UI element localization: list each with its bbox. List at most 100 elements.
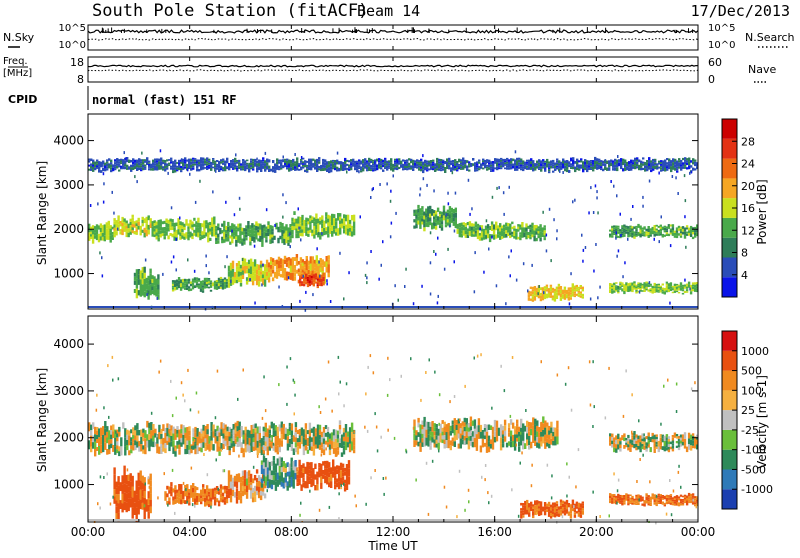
colorbar-tick-label: 8 (741, 247, 748, 260)
heatmap-cell (126, 445, 128, 450)
heatmap-speckle (618, 249, 620, 252)
heatmap-cell (455, 218, 457, 223)
heatmap-cell (692, 287, 694, 289)
heatmap-cell (264, 493, 266, 498)
heatmap-speckle (195, 201, 197, 204)
heatmap-cell (448, 165, 450, 167)
heatmap-speckle (394, 284, 396, 287)
heatmap-cell (315, 445, 317, 449)
heatmap-speckle (312, 293, 314, 296)
heatmap-cell (528, 436, 530, 441)
heatmap-cell (318, 157, 320, 159)
heatmap-speckle (543, 291, 545, 294)
heatmap-cell (307, 234, 309, 237)
heatmap-cell (328, 269, 330, 273)
heatmap-cell (450, 445, 452, 450)
heatmap-cell (544, 233, 546, 236)
noise-left-tick-bottom: 10^0 (59, 40, 86, 51)
heatmap-cell (617, 232, 619, 234)
heatmap-cell (196, 502, 198, 505)
heatmap-cell (635, 228, 637, 230)
heatmap-cell (664, 228, 666, 230)
heatmap-cell (520, 159, 522, 161)
heatmap-cell (194, 432, 196, 438)
heatmap-cell (309, 227, 311, 230)
heatmap-cell (347, 442, 349, 447)
heatmap-cell (645, 287, 647, 289)
heatmap-cell (193, 218, 195, 221)
heatmap-speckle (265, 152, 267, 155)
heatmap-cell (627, 232, 629, 235)
heatmap-cell (656, 229, 658, 231)
heatmap-speckle (134, 175, 136, 178)
heatmap-cell (539, 235, 541, 238)
heatmap-cell (491, 221, 493, 224)
heatmap-cell (226, 499, 228, 503)
heatmap-speckle (430, 293, 432, 296)
heatmap-cell (157, 290, 159, 295)
heatmap-cell (200, 501, 202, 504)
heatmap-cell (264, 279, 266, 287)
heatmap-cell (513, 226, 515, 229)
heatmap-cell (521, 233, 523, 238)
heatmap-speckle (491, 236, 493, 239)
heatmap-cell (268, 166, 270, 169)
heatmap-cell (314, 464, 316, 469)
heatmap-cell (582, 296, 584, 298)
heatmap-cell (654, 159, 656, 161)
heatmap-cell (235, 236, 237, 239)
heatmap-speckle (684, 279, 686, 282)
heatmap-speckle (316, 247, 318, 250)
heatmap-cell (171, 219, 173, 223)
heatmap-cell (285, 428, 287, 434)
heatmap-cell (188, 436, 190, 441)
heatmap-speckle (413, 302, 415, 305)
heatmap-cell (503, 228, 505, 231)
heatmap-cell (639, 449, 641, 452)
heatmap-cell (564, 287, 566, 290)
heatmap-cell (327, 427, 329, 432)
heatmap-cell (684, 432, 686, 435)
heatmap-cell (265, 227, 267, 230)
heatmap-cell (475, 228, 477, 231)
heatmap-speckle (559, 170, 561, 173)
heatmap-cell (475, 231, 477, 234)
heatmap-cell (623, 433, 625, 437)
heatmap-cell (132, 435, 134, 439)
heatmap-speckle (615, 237, 617, 240)
heatmap-cell (504, 425, 506, 431)
heatmap-cell (502, 443, 504, 447)
heatmap-cell (148, 161, 150, 163)
heatmap-speckle (179, 217, 181, 220)
heatmap-cell (232, 261, 234, 269)
heatmap-cell (444, 170, 446, 173)
heatmap-cell (580, 291, 582, 293)
heatmap-cell (398, 158, 400, 160)
heatmap-cell (318, 159, 320, 161)
heatmap-cell (348, 468, 350, 476)
heatmap-speckle (199, 180, 201, 183)
heatmap-cell (692, 446, 694, 449)
heatmap-cell (322, 273, 324, 277)
heatmap-cell (531, 226, 533, 229)
heatmap-cell (296, 254, 298, 258)
heatmap-speckle (485, 235, 487, 238)
heatmap-cell (244, 259, 246, 267)
heatmap-speckle (613, 185, 615, 188)
heatmap-speckle (397, 160, 399, 163)
heatmap-speckle (187, 168, 189, 171)
heatmap-cell (539, 228, 541, 231)
heatmap-cell (680, 282, 682, 285)
heatmap-cell (656, 439, 658, 441)
heatmap-cell (478, 418, 480, 425)
heatmap-speckle (285, 201, 287, 204)
heatmap-cell (132, 476, 134, 487)
heatmap-cell (255, 424, 257, 429)
heatmap-cell (580, 514, 582, 518)
heatmap-speckle (113, 212, 115, 215)
heatmap-cell (582, 508, 584, 510)
heatmap-cell (672, 449, 674, 452)
heatmap-cell (672, 446, 674, 449)
heatmap-cell (609, 236, 611, 238)
heatmap-cell (684, 445, 686, 448)
